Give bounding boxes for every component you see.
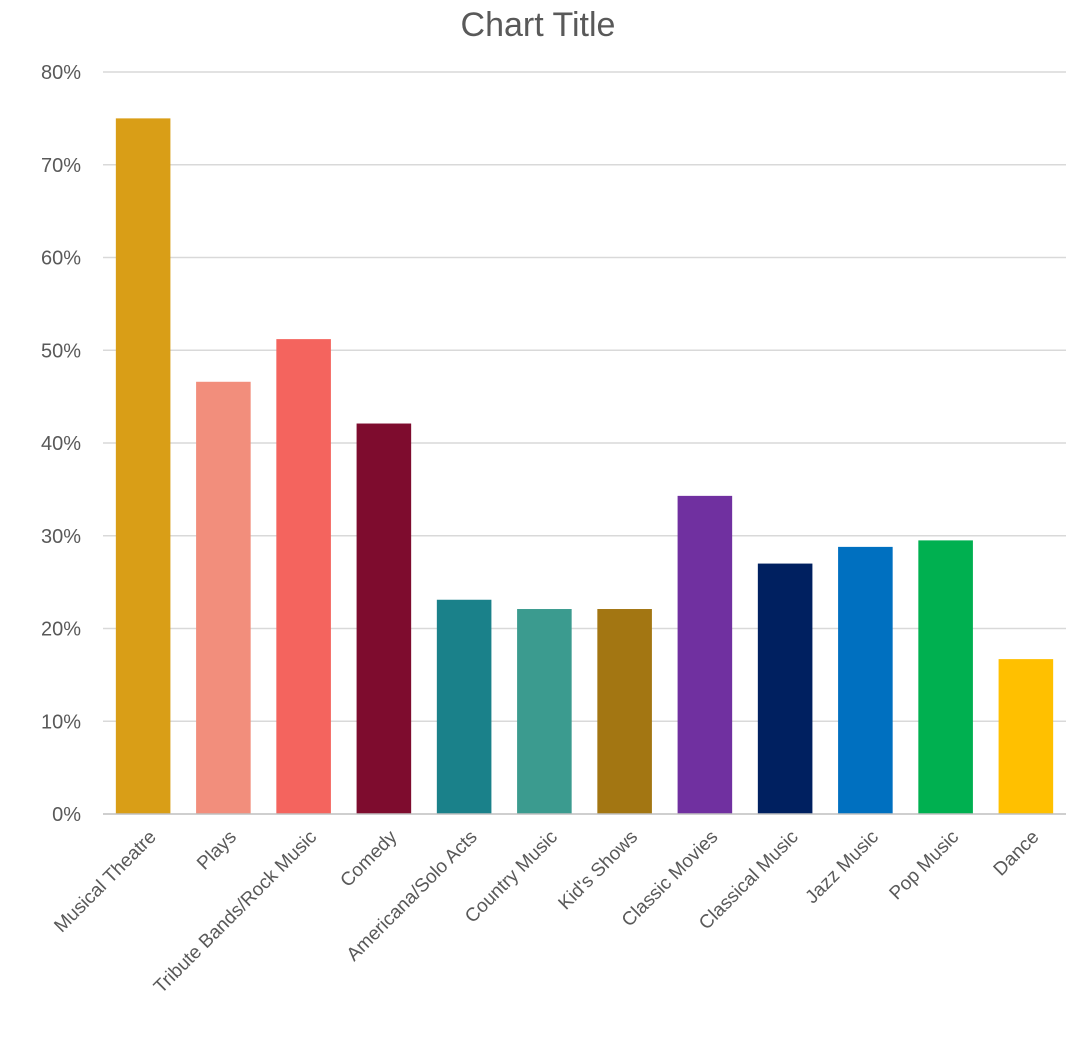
bar-classic-movies <box>677 495 733 814</box>
y-tick-label: 60% <box>41 248 81 270</box>
bar-jazz-music <box>838 546 893 814</box>
bar-tribute-bands-rock-music <box>276 339 331 814</box>
y-tick-label: 20% <box>41 619 81 641</box>
bar-comedy <box>356 423 412 814</box>
x-category-label: Musical Theatre <box>50 827 160 937</box>
x-category-label: Kid's Shows <box>555 827 643 915</box>
bar-kid-s-shows <box>597 609 652 814</box>
y-tick-label: 40% <box>41 433 81 455</box>
x-category-label: Tribute Bands/Rock Music <box>150 827 321 998</box>
bar-classical-music <box>757 563 813 814</box>
bar-plays <box>196 381 251 814</box>
bar-dance <box>998 659 1054 814</box>
x-category-label: Jazz Music <box>802 827 883 908</box>
y-tick-label: 0% <box>52 804 81 826</box>
x-category-label: Plays <box>193 827 241 875</box>
y-tick-label: 80% <box>41 62 81 84</box>
y-tick-label: 70% <box>41 155 81 177</box>
x-category-label: Pop Music <box>886 827 964 905</box>
y-tick-label: 50% <box>41 340 81 362</box>
x-category-label: Dance <box>990 827 1044 881</box>
gridlines <box>103 71 1066 722</box>
bar-americana-solo-acts <box>436 599 492 814</box>
x-category-label: Comedy <box>337 826 402 891</box>
bar-pop-music <box>918 540 973 814</box>
chart-title: Chart Title <box>461 6 616 44</box>
bar-musical-theatre <box>115 118 171 814</box>
y-tick-label: 30% <box>41 526 81 548</box>
x-category-label: Americana/Solo Acts <box>343 827 482 966</box>
bars <box>115 118 1054 814</box>
y-tick-label: 10% <box>41 711 81 733</box>
y-axis-tick-labels: 0% 10% 20% 30% 40% 50% 60% 70% 80% <box>41 62 81 826</box>
bar-country-music <box>517 609 572 814</box>
